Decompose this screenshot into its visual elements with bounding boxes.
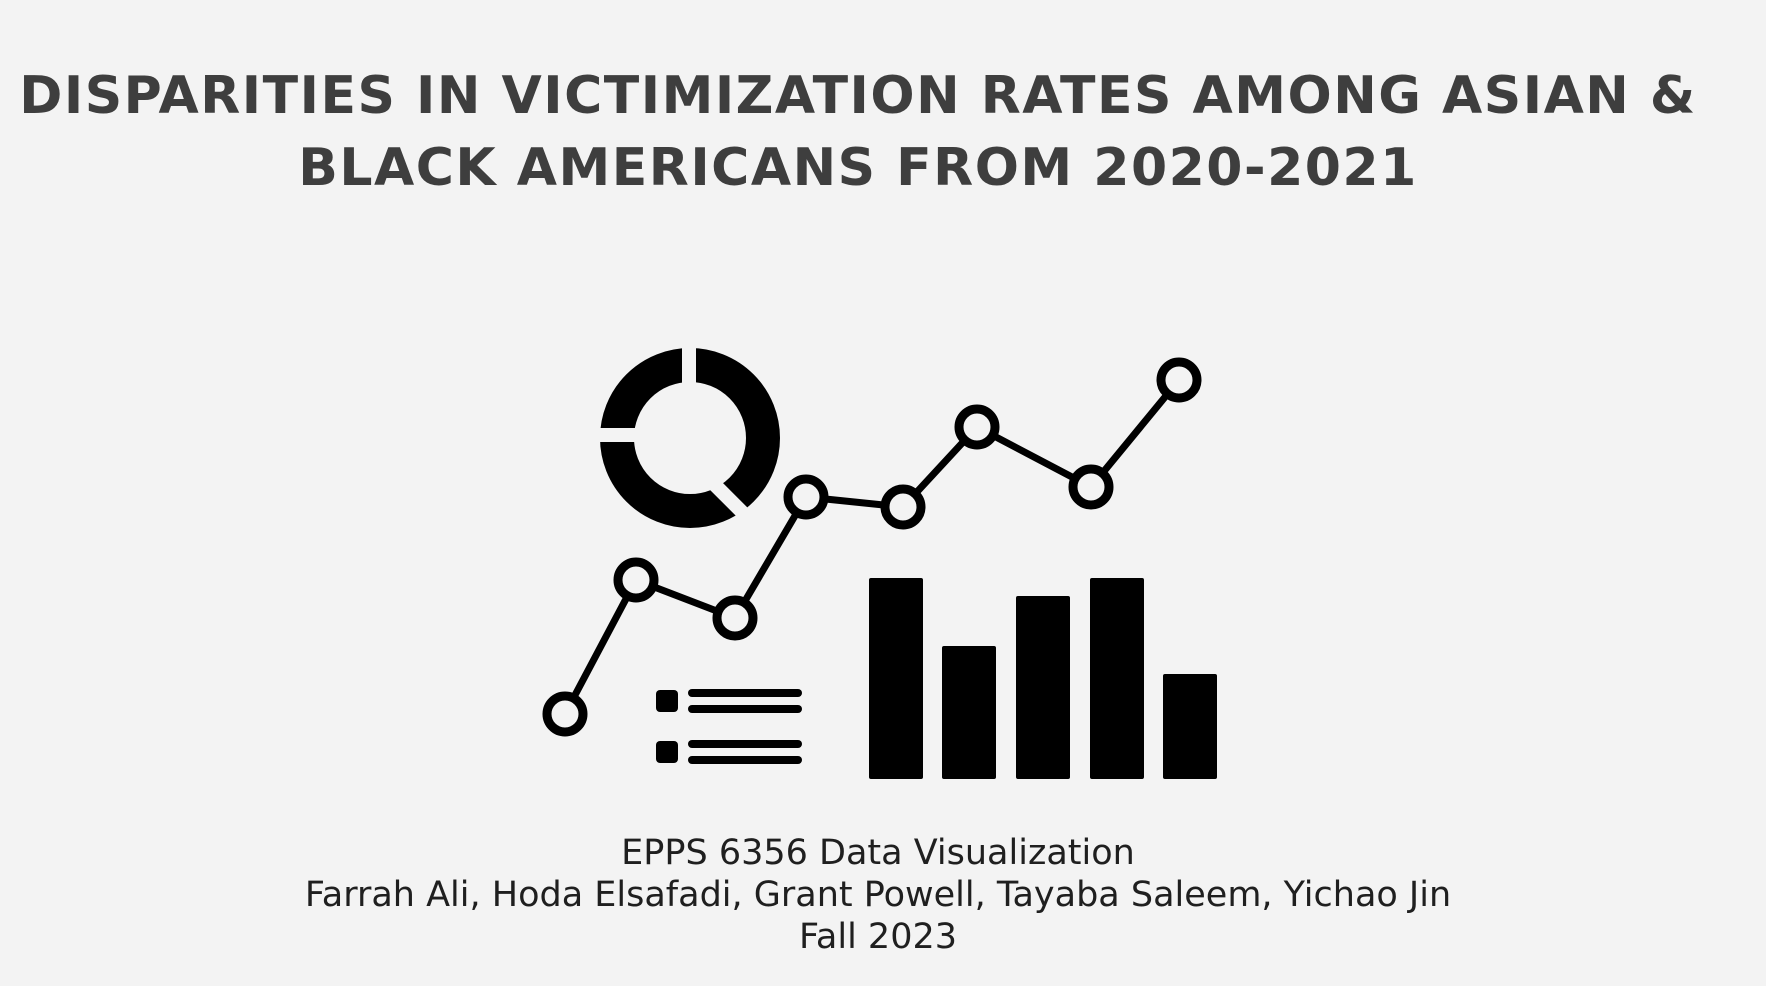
bar-3 <box>1016 596 1070 779</box>
course-name: EPPS 6356 Data Visualization <box>621 833 1135 873</box>
slide-title-line-1: DISPARITIES IN VICTIMIZATION RATES AMONG… <box>19 66 1697 126</box>
donut-chart-icon <box>594 340 780 528</box>
line-point-2 <box>613 557 659 603</box>
bar-5 <box>1163 674 1217 779</box>
line-point-1 <box>542 691 588 737</box>
bar-4 <box>1090 578 1144 779</box>
bar-1 <box>869 578 923 779</box>
bar-chart-icon <box>869 578 1217 779</box>
author-list: Farrah Ali, Hoda Elsafadi, Grant Powell,… <box>304 875 1452 915</box>
line-chart-icon <box>542 357 1202 737</box>
line-point-6 <box>954 404 1000 450</box>
line-point-4 <box>783 474 829 520</box>
list-icon <box>656 689 802 764</box>
term: Fall 2023 <box>798 917 957 957</box>
line-point-3 <box>712 595 758 641</box>
bar-2 <box>942 646 996 779</box>
credits: EPPS 6356 Data Visualization Farrah Ali,… <box>0 832 1756 958</box>
line-point-5 <box>880 484 926 530</box>
line-point-8 <box>1156 357 1202 403</box>
slide-title: DISPARITIES IN VICTIMIZATION RATES AMONG… <box>0 60 1716 204</box>
slide-title-line-2: BLACK AMERICANS FROM 2020-2021 <box>298 138 1418 198</box>
line-point-7 <box>1068 464 1114 510</box>
